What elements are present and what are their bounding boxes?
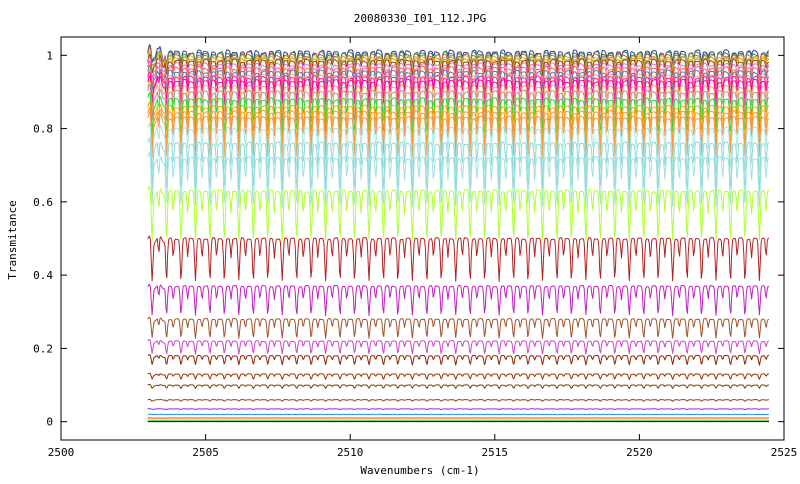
y-tick-label: 1 xyxy=(46,49,53,62)
x-tick-label: 2505 xyxy=(192,446,219,459)
y-tick-label: 0 xyxy=(46,416,53,429)
y-tick-label: 0.2 xyxy=(33,342,53,355)
y-tick-label: 0.8 xyxy=(33,123,53,136)
spectrum-series-line xyxy=(148,317,769,338)
spectrum-series-line xyxy=(148,186,769,241)
y-axis-label: Transmitance xyxy=(6,200,19,279)
spectrum-series-line xyxy=(148,355,769,366)
chart-title: 20080330_I01_112.JPG xyxy=(354,12,486,25)
x-tick-label: 2510 xyxy=(337,446,364,459)
spectrum-series-line xyxy=(148,409,769,410)
x-axis-label: Wavenumbers (cm-1) xyxy=(360,464,479,477)
x-tick-label: 2525 xyxy=(771,446,798,459)
spectrum-series-line xyxy=(148,384,769,388)
x-tick-label: 2500 xyxy=(48,446,75,459)
y-tick-label: 0.6 xyxy=(33,196,53,209)
x-tick-label: 2515 xyxy=(482,446,509,459)
spectrum-series-line xyxy=(148,399,769,401)
spectrum-series-line xyxy=(148,284,769,315)
plot-area: 2500 2505 2510 2515 2520 2525 0 0.2 0.4 0.6 0.8 1 xyxy=(33,37,797,459)
spectrum-series-line xyxy=(148,339,769,354)
spectrum-series-line xyxy=(148,236,769,281)
spectrum-series-line xyxy=(148,373,769,379)
y-tick-label: 0.4 xyxy=(33,269,53,282)
x-tick-label: 2520 xyxy=(626,446,653,459)
